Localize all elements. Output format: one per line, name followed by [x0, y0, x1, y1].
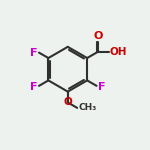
Text: O: O: [94, 31, 103, 41]
Text: OH: OH: [110, 46, 128, 57]
Text: CH₃: CH₃: [78, 103, 97, 112]
Text: O: O: [63, 98, 72, 107]
Text: F: F: [30, 82, 38, 92]
Text: F: F: [98, 82, 105, 92]
Text: F: F: [30, 48, 38, 58]
